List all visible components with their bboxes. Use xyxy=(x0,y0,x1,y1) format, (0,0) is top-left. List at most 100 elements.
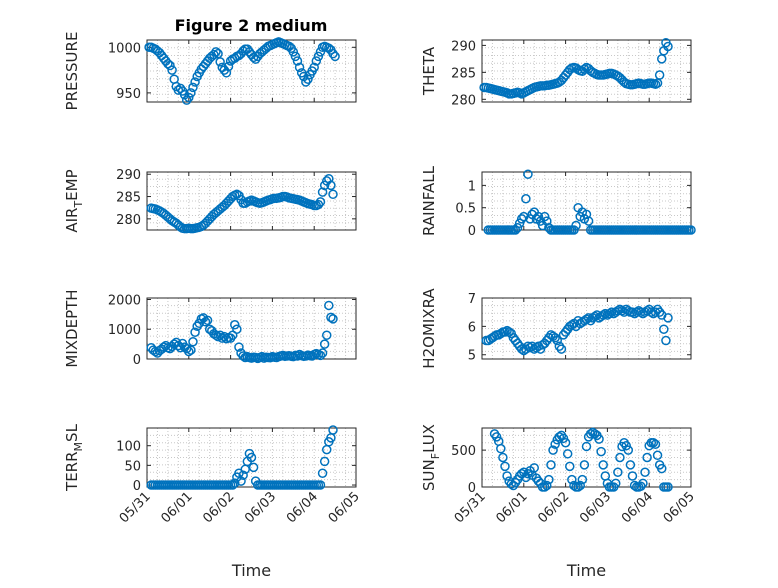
data-point xyxy=(581,209,592,220)
y-tick-label: 280 xyxy=(451,93,476,108)
y-tick-label: 0 xyxy=(468,481,476,496)
data-point xyxy=(184,346,194,357)
data-point xyxy=(324,300,334,311)
data-point xyxy=(569,225,579,235)
data-point xyxy=(230,320,240,330)
data-point xyxy=(567,474,577,485)
data-point xyxy=(292,56,303,66)
subplot-h2omixra: 5 6 7 H2OMIXRA xyxy=(420,288,692,369)
data-point xyxy=(514,218,525,229)
y-axis-label: SUNFLUX xyxy=(420,424,442,491)
data-point xyxy=(558,433,569,444)
subplot-theta: 280 285 290 THETA xyxy=(420,37,692,108)
data-point xyxy=(519,211,529,222)
axes-box xyxy=(481,39,692,103)
data-point xyxy=(560,438,571,448)
data-point xyxy=(542,216,552,226)
x-tick-label: 06/05 xyxy=(326,489,363,526)
data-point xyxy=(234,342,244,352)
data-point xyxy=(506,479,517,489)
data-point xyxy=(604,308,615,319)
data-point xyxy=(654,70,665,80)
y-axis-label: RAINFALL xyxy=(420,165,438,236)
data-point xyxy=(648,438,659,448)
data-point xyxy=(539,482,550,492)
data-point xyxy=(579,64,590,74)
x-tick-label: 06/02 xyxy=(200,489,237,526)
data-point xyxy=(315,480,326,490)
y-tick-label: 50 xyxy=(124,459,141,474)
data-point xyxy=(190,327,200,337)
data-point xyxy=(539,211,550,222)
data-point xyxy=(598,310,608,320)
y-tick-label: 7 xyxy=(468,292,476,307)
y-tick-label: 100 xyxy=(116,440,141,455)
data-point xyxy=(315,197,326,207)
data-point xyxy=(661,335,671,346)
data-point xyxy=(498,452,508,463)
data-point xyxy=(496,443,506,454)
data-point xyxy=(556,344,567,354)
data-point xyxy=(211,47,221,57)
data-point xyxy=(525,214,535,224)
data-point xyxy=(656,54,667,64)
data-point xyxy=(290,51,301,62)
y-tick-label: 5 xyxy=(468,349,476,364)
data-point xyxy=(167,65,177,75)
data-point xyxy=(321,444,332,455)
x-tick-label: 06/03 xyxy=(577,489,614,526)
y-tick-label: 285 xyxy=(451,66,476,81)
data-point xyxy=(288,47,299,57)
y-tick-label: 280 xyxy=(116,213,141,228)
data-point xyxy=(585,429,596,439)
subplot-rainfall: 0 0.5 1 RAINFALL xyxy=(420,165,696,239)
data-point xyxy=(606,307,617,317)
data-point xyxy=(598,460,608,470)
x-tick-label: 06/01 xyxy=(494,489,531,526)
y-tick-label: 290 xyxy=(451,39,476,54)
data-point xyxy=(629,480,640,491)
data-point xyxy=(638,478,648,489)
data-point xyxy=(202,315,213,326)
data-point xyxy=(188,336,198,347)
data-point xyxy=(523,169,533,179)
y-axis-label: TERRMSL xyxy=(63,423,85,492)
y-tick-label: 285 xyxy=(116,191,141,206)
subplot-pressure: 950 1000 PRESSURE xyxy=(63,32,357,110)
data-point xyxy=(554,432,565,442)
x-tick-label: 05/31 xyxy=(117,489,154,526)
data-point xyxy=(491,432,502,442)
x-tick-label: 06/02 xyxy=(535,489,572,526)
y-tick-label: 6 xyxy=(468,320,476,335)
subplot-mixdepth: 0 1000 2000 MIXDEPTH xyxy=(63,289,357,368)
data-point xyxy=(150,346,161,357)
data-point xyxy=(175,83,186,94)
y-axis-label: THETA xyxy=(420,46,438,96)
y-tick-label: 0.5 xyxy=(455,202,476,217)
data-point xyxy=(565,461,575,472)
data-point xyxy=(200,317,211,327)
data-point xyxy=(500,461,510,472)
data-point xyxy=(521,194,531,204)
data-point xyxy=(328,48,338,59)
data-point xyxy=(594,434,604,444)
data-point xyxy=(529,463,539,473)
data-point xyxy=(186,88,196,98)
data-point xyxy=(581,441,592,452)
data-point xyxy=(656,463,667,474)
data-point xyxy=(190,77,200,87)
data-point xyxy=(652,450,663,461)
data-point xyxy=(313,51,324,62)
axes-box xyxy=(481,297,692,360)
data-point xyxy=(575,480,585,491)
data-point xyxy=(181,95,192,105)
data-point xyxy=(319,180,330,191)
data-point xyxy=(573,482,583,492)
data-point xyxy=(324,173,334,184)
data-point xyxy=(209,49,219,60)
data-point xyxy=(502,471,512,481)
data-point xyxy=(223,61,234,72)
x-tick-label: 06/03 xyxy=(242,489,279,526)
